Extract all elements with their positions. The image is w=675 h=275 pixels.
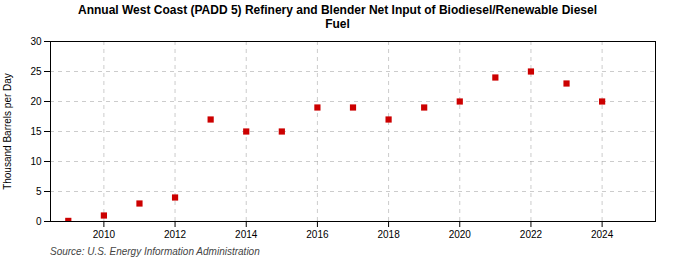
svg-text:2016: 2016: [306, 229, 329, 240]
svg-text:2024: 2024: [591, 229, 614, 240]
svg-text:5: 5: [36, 186, 42, 197]
html-text:Annual West Coast (PADD 5) Ref: Annual West Coast (PADD 5) Refinery and …: [78, 3, 597, 31]
svg-text:2020: 2020: [449, 229, 472, 240]
svg-text:25: 25: [30, 66, 42, 77]
svg-text:20: 20: [30, 96, 42, 107]
svg-text:2010: 2010: [93, 229, 116, 240]
html-text:Source: U.S. Energy Informatio: Source: U.S. Energy Information Administ…: [50, 246, 260, 257]
svg-text:2014: 2014: [235, 229, 258, 240]
svg-text:10: 10: [30, 156, 42, 167]
svg-text:15: 15: [30, 126, 42, 137]
svg-text:2018: 2018: [377, 229, 400, 240]
svg-text:Thousand Barrels per Day: Thousand Barrels per Day: [2, 73, 13, 190]
svg-text:30: 30: [30, 36, 42, 47]
svg-text:2012: 2012: [164, 229, 187, 240]
svg-text:2022: 2022: [520, 229, 543, 240]
svg-text:0: 0: [36, 216, 42, 227]
